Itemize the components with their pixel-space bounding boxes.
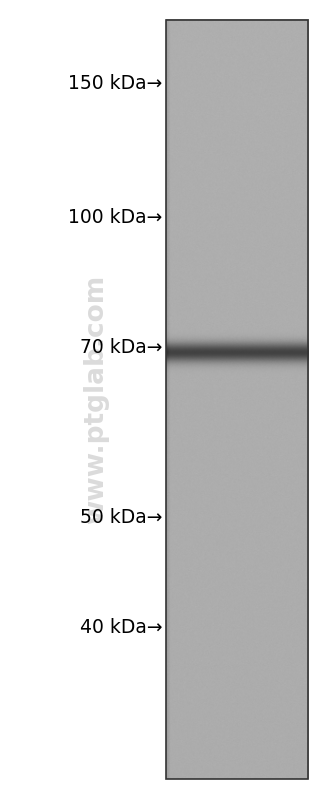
Text: www.ptglab.com: www.ptglab.com [83, 275, 109, 524]
Bar [166, 20, 308, 779]
Text: 50 kDa→: 50 kDa→ [80, 508, 163, 527]
Text: 70 kDa→: 70 kDa→ [80, 338, 163, 357]
Text: 150 kDa→: 150 kDa→ [69, 74, 163, 93]
Text: 40 kDa→: 40 kDa→ [80, 618, 163, 637]
Text: 100 kDa→: 100 kDa→ [69, 208, 163, 227]
